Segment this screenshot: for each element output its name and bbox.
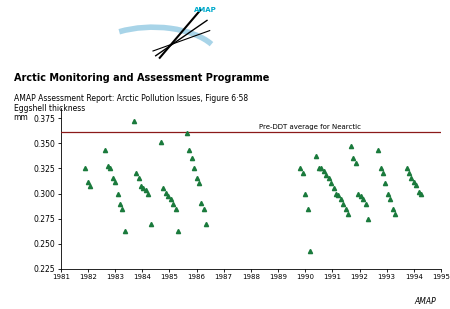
Text: Arctic Monitoring and Assessment Programme: Arctic Monitoring and Assessment Program… <box>14 73 269 83</box>
Text: Eggshell thickness: Eggshell thickness <box>14 104 85 112</box>
Text: AMAP: AMAP <box>194 7 216 13</box>
Text: Pre-DDT average for Nearctic: Pre-DDT average for Nearctic <box>259 124 361 130</box>
Text: AMAP: AMAP <box>415 297 436 306</box>
Text: mm: mm <box>14 113 28 122</box>
Text: AMAP Assessment Report: Arctic Pollution Issues, Figure 6·58: AMAP Assessment Report: Arctic Pollution… <box>14 94 248 103</box>
